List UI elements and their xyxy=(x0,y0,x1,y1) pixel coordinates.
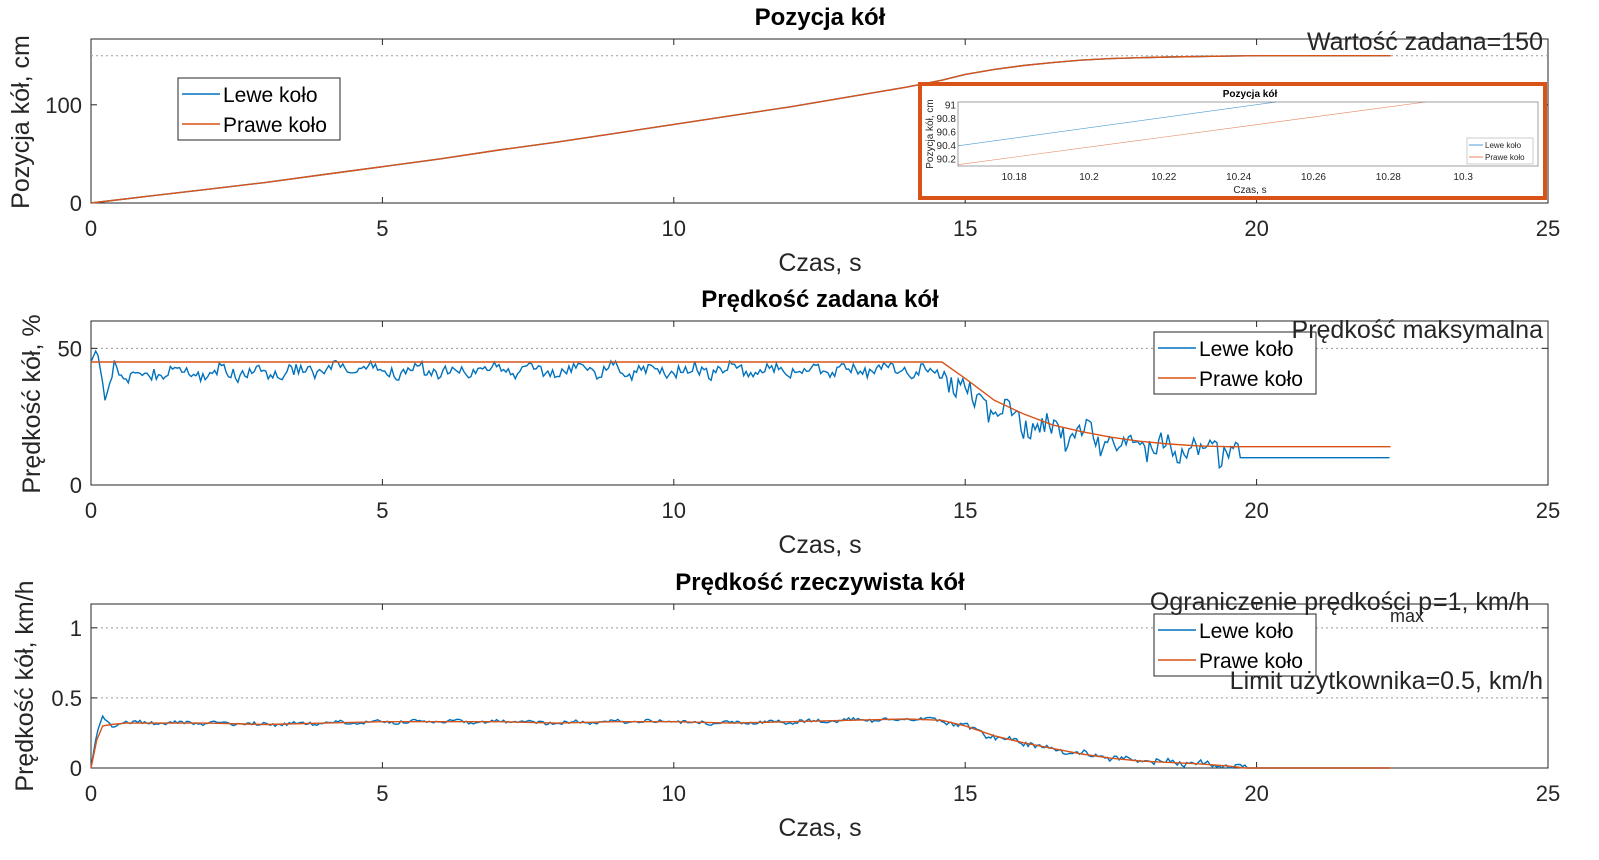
inset-legend-label: Prawe koło xyxy=(1485,153,1525,162)
inset-x-tick-label: 10.2 xyxy=(1079,172,1099,183)
x-tick-label: 25 xyxy=(1536,498,1560,523)
x-tick-label: 20 xyxy=(1244,216,1268,241)
inset-y-tick-label: 90.8 xyxy=(937,114,957,125)
legend-label: Prawe koło xyxy=(1199,650,1303,673)
inset-title: Pozycja kół xyxy=(1223,89,1278,100)
user-limit-annotation: Limit użytkownika=0.5, km/h xyxy=(1230,667,1543,695)
setpoint-speed-chart: Lewe koło Prawe koło Prędkość zadana kół Pr… xyxy=(18,286,1560,559)
x-tick-label: 0 xyxy=(85,498,97,523)
inset-y-tick-label: 91 xyxy=(945,100,957,111)
inset-x-tick-label: 10.26 xyxy=(1301,172,1326,183)
legend-box xyxy=(1153,613,1317,677)
inset-series-line xyxy=(957,101,1277,147)
inset-x-tick-label: 10.18 xyxy=(1002,172,1027,183)
legend-box xyxy=(177,77,341,141)
x-tick-label: 15 xyxy=(953,781,977,806)
series-line-prawe xyxy=(90,718,1391,769)
y-tick-label: 50 xyxy=(58,336,82,361)
legend: Lewe koło Prawe koło xyxy=(1153,613,1317,677)
axes-frame xyxy=(90,320,1549,486)
y-tick-label: 100 xyxy=(45,93,82,118)
x-tick-label: 20 xyxy=(1244,498,1268,523)
y-tick-label: 0 xyxy=(70,473,82,498)
y-axis-label: Prędkość kół, % xyxy=(18,314,46,493)
x-tick-label: 20 xyxy=(1244,781,1268,806)
inset-y-tick-label: 90.6 xyxy=(937,127,957,138)
legend-box xyxy=(1153,331,1317,395)
y-axis-label: Pozycja kół, cm xyxy=(7,35,35,209)
inset-legend-box xyxy=(1466,137,1534,165)
speed-limit-text: Ograniczenie prędkości p xyxy=(1150,588,1432,616)
x-tick-label: 5 xyxy=(376,216,388,241)
x-tick-label: 15 xyxy=(953,498,977,523)
y-tick-label: 0 xyxy=(70,756,82,781)
y-tick-label: 0.5 xyxy=(51,686,82,711)
series-line-lewe xyxy=(90,349,1390,470)
x-tick-label: 25 xyxy=(1536,781,1560,806)
inset-x-tick-label: 10.22 xyxy=(1151,172,1176,183)
chart-title: Pozycja kół xyxy=(755,4,886,31)
speed-limit-value: =1, km/h xyxy=(1433,588,1530,616)
setpoint-annotation: Wartość zadana=150 xyxy=(1307,28,1543,56)
x-tick-label: 0 xyxy=(85,216,97,241)
y-tick-label: 1 xyxy=(70,616,82,641)
inset-x-tick-label: 10.28 xyxy=(1376,172,1401,183)
actual-speed-chart: Lewe koło Prawe koło Prędkość rzeczywista … xyxy=(11,569,1560,842)
inset: Pozycja kół 10.18 10.2 10.22 10.24 10.26 10.28… xyxy=(918,82,1547,200)
x-axis-label: Czas, s xyxy=(778,531,861,559)
legend-label: Lewe koło xyxy=(223,84,318,107)
legend: Lewe koło Prawe koło xyxy=(1153,331,1317,395)
inset-x-tick-label: 10.24 xyxy=(1226,172,1251,183)
x-tick-label: 5 xyxy=(376,781,388,806)
x-tick-label: 0 xyxy=(85,781,97,806)
x-axis-label: Czas, s xyxy=(778,814,861,842)
inset-x-tick-label: 10.3 xyxy=(1453,172,1473,183)
x-tick-label: 10 xyxy=(662,498,686,523)
series-line-prawe xyxy=(90,55,1391,204)
x-tick-label: 15 xyxy=(953,216,977,241)
inset-legend-label: Lewe koło xyxy=(1485,141,1522,150)
inset-x-label: Czas, s xyxy=(1233,185,1266,196)
inset-y-tick-label: 90.2 xyxy=(937,154,957,165)
legend-label: Lewe koło xyxy=(1199,338,1294,361)
x-tick-label: 25 xyxy=(1536,216,1560,241)
legend: Lewe koło Prawe koło xyxy=(177,77,341,141)
legend-label: Prawe koło xyxy=(223,114,327,137)
max-speed-annotation: Prędkość maksymalna xyxy=(1292,316,1544,344)
speed-limit-annotation: Ograniczenie prędkości p max =1, km/h xyxy=(1150,588,1530,626)
speed-limit-subscript: max xyxy=(1390,606,1424,626)
inset-series-line xyxy=(957,101,1426,165)
legend-label: Lewe koło xyxy=(1199,620,1294,643)
chart-title: Prędkość zadana kół xyxy=(701,286,939,313)
x-tick-label: 5 xyxy=(376,498,388,523)
x-tick-label: 10 xyxy=(662,216,686,241)
y-tick-label: 0 xyxy=(70,191,82,216)
series-line-prawe xyxy=(91,361,1391,448)
chart-title: Prędkość rzeczywista kół xyxy=(675,569,965,596)
inset-y-tick-label: 90.4 xyxy=(937,141,957,152)
x-tick-label: 10 xyxy=(662,781,686,806)
legend-label: Prawe koło xyxy=(1199,368,1303,391)
position-chart: Lewe koło Prawe koło Pozycja kół 10.18 10.2 1… xyxy=(7,4,1560,277)
y-axis-label: Prędkość kół, km/h xyxy=(11,580,39,791)
inset-axes xyxy=(957,101,1539,167)
inset-y-label: Pozycja kół, cm xyxy=(925,99,936,168)
x-axis-label: Czas, s xyxy=(778,249,861,277)
